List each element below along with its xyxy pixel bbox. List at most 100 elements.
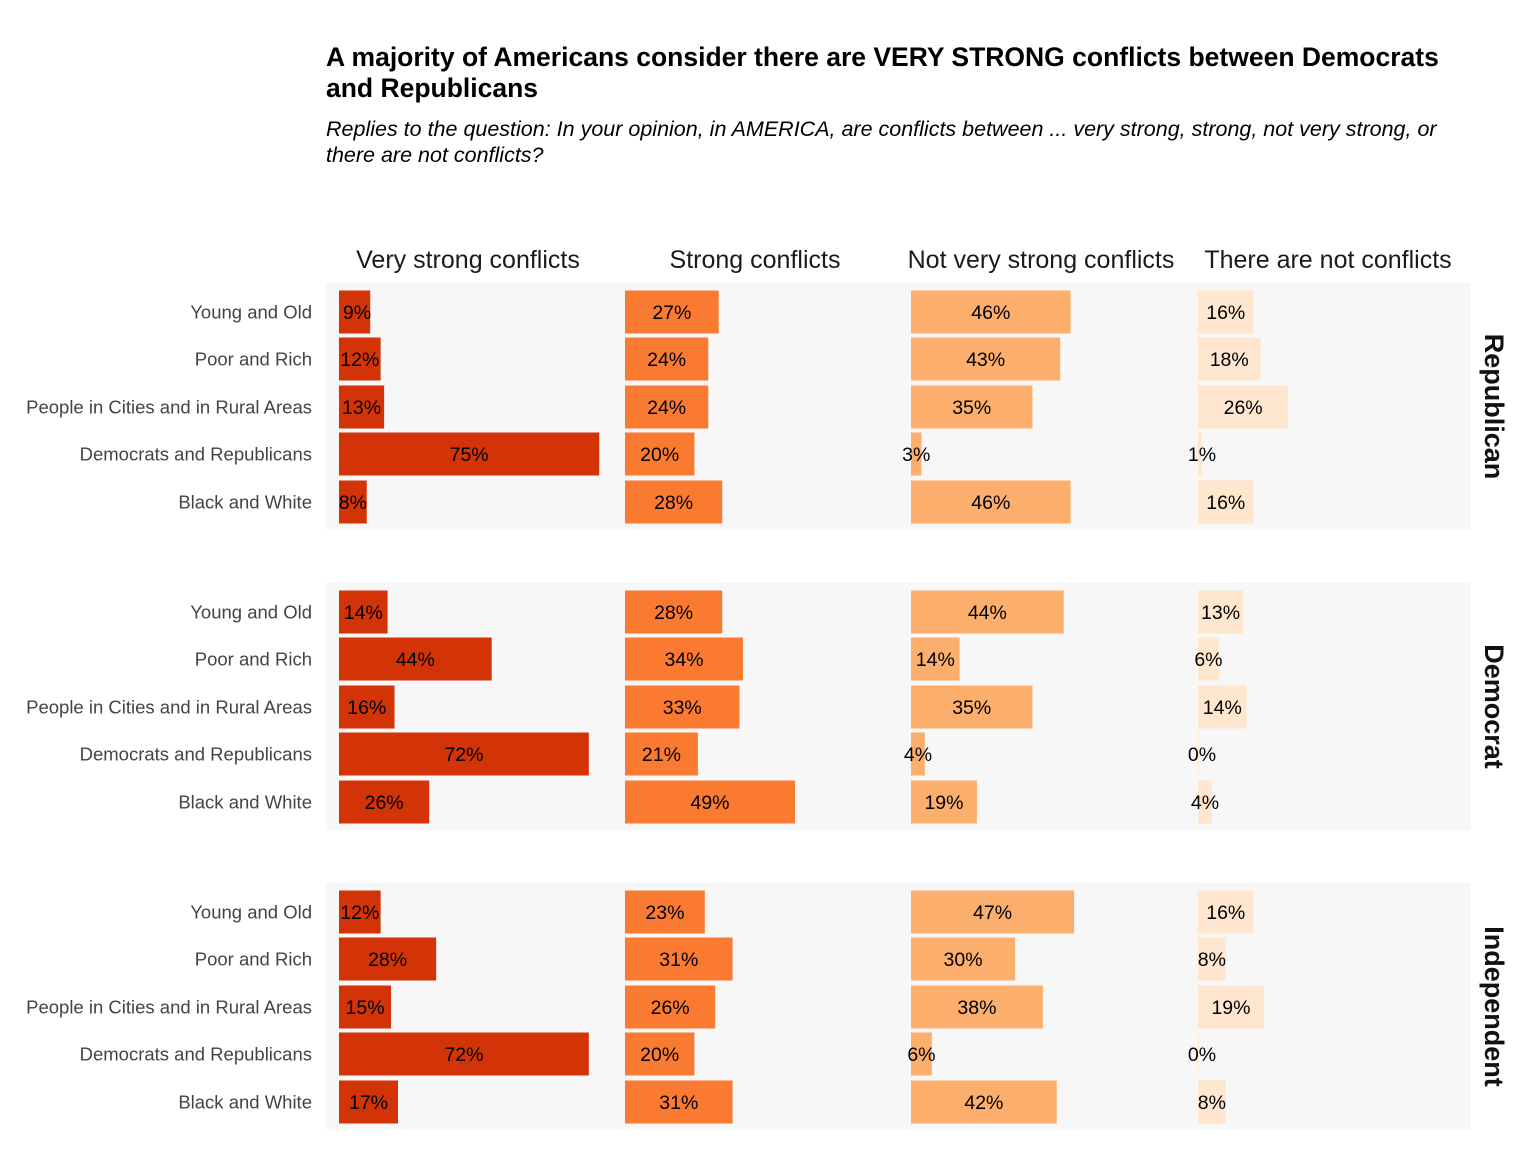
data-label: 72% bbox=[444, 744, 483, 766]
bar bbox=[339, 732, 589, 776]
facet-label: Republican bbox=[1479, 334, 1509, 480]
bar bbox=[911, 732, 925, 776]
data-label: 13% bbox=[342, 397, 381, 419]
data-label: 28% bbox=[654, 602, 693, 624]
data-label: 19% bbox=[924, 792, 963, 814]
bar bbox=[339, 432, 600, 476]
data-label: 6% bbox=[907, 1044, 935, 1066]
bar bbox=[1198, 732, 1199, 776]
bar bbox=[339, 480, 367, 524]
data-label: 20% bbox=[640, 1044, 679, 1066]
data-label: 19% bbox=[1211, 997, 1250, 1019]
bar bbox=[1198, 685, 1247, 729]
data-label: 23% bbox=[645, 902, 684, 924]
category-label: Poor and Rich bbox=[195, 649, 312, 670]
facet-panel bbox=[326, 583, 1471, 830]
data-label: 17% bbox=[349, 1092, 388, 1114]
bar bbox=[339, 290, 371, 334]
bar bbox=[625, 637, 743, 681]
bar bbox=[911, 890, 1075, 934]
bar bbox=[625, 1080, 733, 1124]
bar bbox=[911, 290, 1071, 334]
data-label: 14% bbox=[1203, 697, 1242, 719]
data-label: 6% bbox=[1194, 649, 1222, 671]
bar bbox=[339, 637, 492, 681]
bar bbox=[625, 780, 796, 824]
bar bbox=[339, 937, 437, 981]
column-header: Not very strong conflicts bbox=[908, 246, 1175, 274]
data-label: 16% bbox=[1206, 492, 1245, 514]
facet-panel bbox=[326, 283, 1471, 530]
data-label: 8% bbox=[1198, 1092, 1226, 1114]
category-label: Democrats and Republicans bbox=[80, 744, 312, 765]
bar bbox=[911, 480, 1071, 524]
category-label: People in Cities and in Rural Areas bbox=[26, 397, 312, 418]
data-label: 16% bbox=[1206, 302, 1245, 324]
data-label: 12% bbox=[340, 349, 379, 371]
category-label: Black and White bbox=[178, 492, 312, 513]
chart-subtitle: Replies to the question: In your opinion… bbox=[326, 117, 1437, 167]
data-label: 9% bbox=[343, 302, 371, 324]
bar bbox=[339, 1032, 589, 1076]
data-label: 30% bbox=[944, 949, 983, 971]
data-label: 44% bbox=[396, 649, 435, 671]
bar bbox=[625, 937, 733, 981]
data-label: 18% bbox=[1210, 349, 1249, 371]
data-label: 31% bbox=[659, 949, 698, 971]
bar bbox=[625, 985, 716, 1029]
data-label: 28% bbox=[368, 949, 407, 971]
data-label: 35% bbox=[952, 697, 991, 719]
bar bbox=[625, 685, 740, 729]
data-label: 20% bbox=[640, 444, 679, 466]
category-label: Black and White bbox=[178, 1092, 312, 1113]
bar bbox=[1198, 985, 1264, 1029]
data-label: 14% bbox=[344, 602, 383, 624]
bar bbox=[1198, 780, 1212, 824]
bar bbox=[1198, 480, 1254, 524]
category-label: Poor and Rich bbox=[195, 949, 312, 970]
data-label: 44% bbox=[968, 602, 1007, 624]
data-label: 46% bbox=[971, 302, 1010, 324]
category-label: Poor and Rich bbox=[195, 349, 312, 370]
chart-title: A majority of Americans consider there a… bbox=[326, 42, 1439, 103]
bar bbox=[339, 985, 392, 1029]
bar bbox=[911, 1080, 1057, 1124]
bar bbox=[911, 985, 1043, 1029]
data-label: 8% bbox=[1198, 949, 1226, 971]
data-label: 27% bbox=[652, 302, 691, 324]
bar bbox=[339, 685, 395, 729]
bar bbox=[1198, 1032, 1199, 1076]
data-label: 16% bbox=[347, 697, 386, 719]
bar bbox=[1198, 590, 1244, 634]
data-label: 0% bbox=[1188, 744, 1216, 766]
bar bbox=[911, 337, 1061, 381]
bar bbox=[1198, 937, 1226, 981]
category-label: Democrats and Republicans bbox=[80, 1044, 312, 1065]
bar bbox=[1198, 1080, 1226, 1124]
column-header: Strong conflicts bbox=[670, 246, 841, 274]
bar bbox=[625, 590, 723, 634]
bar bbox=[911, 432, 922, 476]
category-label: Democrats and Republicans bbox=[80, 444, 312, 465]
bar bbox=[625, 1032, 695, 1076]
bar bbox=[911, 637, 960, 681]
data-label: 26% bbox=[651, 997, 690, 1019]
bar bbox=[1198, 432, 1202, 476]
data-label: 26% bbox=[365, 792, 404, 814]
facet-label: Democrat bbox=[1479, 644, 1509, 769]
data-label: 28% bbox=[654, 492, 693, 514]
data-label: 12% bbox=[340, 902, 379, 924]
data-label: 16% bbox=[1206, 902, 1245, 924]
bar bbox=[625, 480, 723, 524]
bar bbox=[1198, 890, 1254, 934]
data-label: 34% bbox=[664, 649, 703, 671]
column-header: There are not conflicts bbox=[1204, 246, 1451, 274]
data-label: 26% bbox=[1224, 397, 1263, 419]
facet-panel bbox=[326, 883, 1471, 1130]
bar bbox=[911, 1032, 932, 1076]
bar bbox=[1198, 385, 1289, 429]
data-label: 42% bbox=[964, 1092, 1003, 1114]
bar bbox=[625, 432, 695, 476]
data-label: 24% bbox=[647, 349, 686, 371]
